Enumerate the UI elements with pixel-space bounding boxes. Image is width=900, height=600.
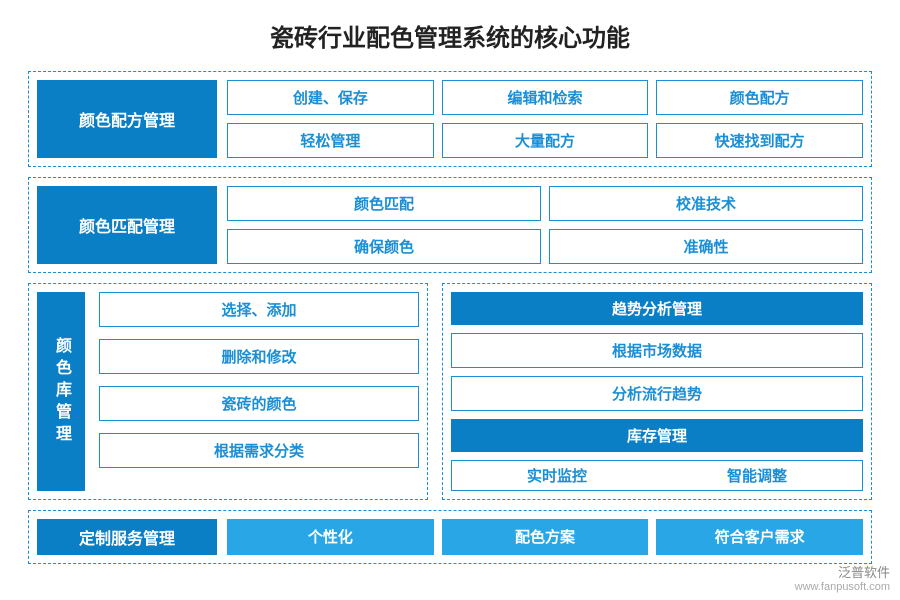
item: 根据需求分类 <box>99 433 419 468</box>
stock-header: 库存管理 <box>451 419 863 452</box>
item: 颜色配方 <box>656 80 863 115</box>
section1-label: 颜色配方管理 <box>37 80 217 158</box>
page-title: 瓷砖行业配色管理系统的核心功能 <box>28 18 872 53</box>
item: 编辑和检索 <box>442 80 649 115</box>
item: 颜色匹配 <box>227 186 541 221</box>
item: 校准技术 <box>549 186 863 221</box>
section-custom: 定制服务管理 个性化 配色方案 符合客户需求 <box>28 510 872 564</box>
stock-items: 实时监控 智能调整 <box>451 460 863 491</box>
item: 根据市场数据 <box>451 333 863 368</box>
item: 创建、保存 <box>227 80 434 115</box>
section-library: 颜色库管理 选择、添加 删除和修改 瓷砖的颜色 根据需求分类 <box>28 283 428 500</box>
section2-label: 颜色匹配管理 <box>37 186 217 264</box>
section3-left-label: 颜色库管理 <box>37 292 85 491</box>
watermark-name: 泛普软件 <box>795 565 890 581</box>
item: 实时监控 <box>527 465 587 486</box>
item: 符合客户需求 <box>656 519 863 555</box>
section-match: 颜色匹配管理 颜色匹配 校准技术 确保颜色 准确性 <box>28 177 872 273</box>
item: 瓷砖的颜色 <box>99 386 419 421</box>
item: 准确性 <box>549 229 863 264</box>
item: 删除和修改 <box>99 339 419 374</box>
section-formula: 颜色配方管理 创建、保存 编辑和检索 颜色配方 轻松管理 大量配方 快速找到配方 <box>28 71 872 167</box>
item: 个性化 <box>227 519 434 555</box>
item: 大量配方 <box>442 123 649 158</box>
item: 智能调整 <box>727 465 787 486</box>
section4-label: 定制服务管理 <box>37 519 217 555</box>
item: 配色方案 <box>442 519 649 555</box>
watermark: 泛普软件 www.fanpusoft.com <box>795 565 890 594</box>
item: 分析流行趋势 <box>451 376 863 411</box>
item: 轻松管理 <box>227 123 434 158</box>
item: 选择、添加 <box>99 292 419 327</box>
watermark-url: www.fanpusoft.com <box>795 581 890 594</box>
section-right: 趋势分析管理 根据市场数据 分析流行趋势 库存管理 实时监控 智能调整 <box>442 283 872 500</box>
section-middle: 颜色库管理 选择、添加 删除和修改 瓷砖的颜色 根据需求分类 趋势分析管理 根据… <box>28 283 872 500</box>
item: 快速找到配方 <box>656 123 863 158</box>
item: 确保颜色 <box>227 229 541 264</box>
trend-header: 趋势分析管理 <box>451 292 863 325</box>
